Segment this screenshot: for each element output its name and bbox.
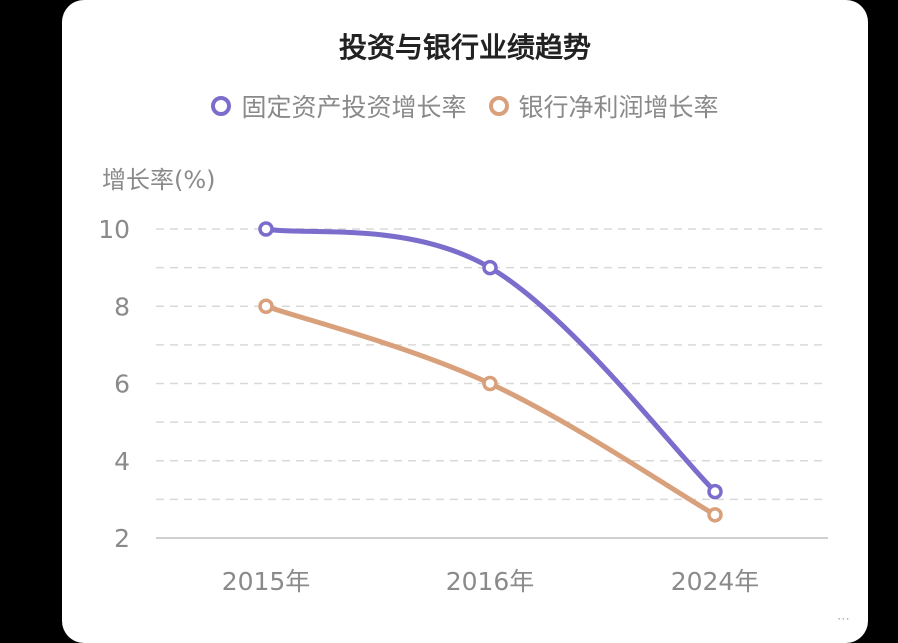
data-point-0-1 [482, 259, 498, 276]
y-tick-label: 6 [114, 370, 130, 399]
watermark: ⋯ [837, 612, 850, 627]
data-point-1-0 [258, 298, 274, 314]
y-tick-label: 2 [114, 524, 130, 553]
chart-card: 投资与银行业绩趋势 固定资产投资增长率 银行净利润增长率 增长率(%) 2 4 6 8… [62, 0, 868, 643]
data-point-1-2 [707, 507, 723, 523]
x-tick-label: 2015年 [222, 567, 311, 596]
legend-label-bank-profit: 银行净利润增长率 [518, 93, 719, 122]
data-point-0-0 [258, 221, 274, 237]
chart-legend: 固定资产投资增长率 银行净利润增长率 [62, 88, 868, 124]
x-tick-label: 2024年 [671, 567, 760, 596]
legend-label-fixed-asset: 固定资产投资增长率 [241, 93, 467, 122]
plot-area: 2 4 6 8 10 2015年 2016年 2024年 [98, 215, 828, 596]
legend-marker-bank-profit [488, 96, 509, 116]
series-line-1 [263, 303, 718, 518]
legend-marker-fixed-asset [211, 96, 232, 116]
y-tick-label: 10 [98, 215, 130, 244]
legend-item-fixed-asset[interactable]: 固定资产投资增长率 [211, 88, 467, 124]
y-tick-label: 8 [114, 292, 130, 321]
x-tick-label: 2016年 [446, 567, 535, 596]
y-tick-label: 4 [114, 447, 130, 476]
data-point-0-2 [707, 483, 723, 500]
chart-title: 投资与银行业绩趋势 [338, 31, 591, 64]
data-point-1-1 [482, 375, 498, 392]
legend-item-bank-profit[interactable]: 银行净利润增长率 [488, 88, 719, 124]
y-axis-label: 增长率(%) [102, 166, 216, 194]
